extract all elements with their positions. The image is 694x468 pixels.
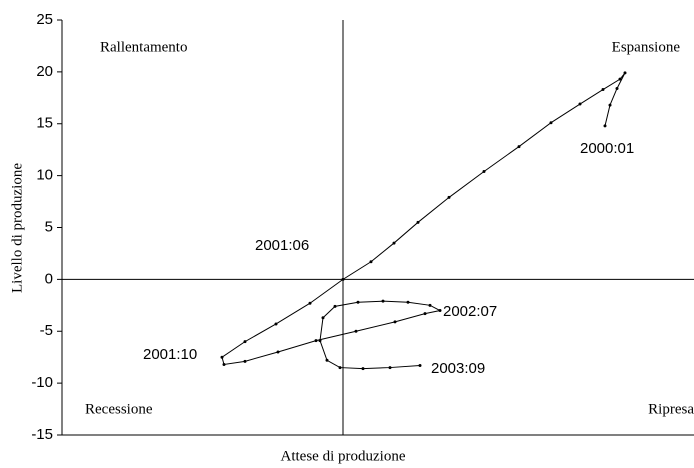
- data-point: [482, 169, 486, 173]
- data-point: [618, 77, 622, 81]
- data-point: [341, 277, 345, 281]
- annotation: Espansione: [612, 39, 681, 55]
- data-point: [369, 260, 373, 264]
- data-point: [423, 312, 427, 316]
- annotation: Recessione: [85, 401, 153, 417]
- y-tick-label: 20: [36, 63, 53, 80]
- data-point: [608, 103, 612, 107]
- data-point: [578, 102, 582, 106]
- data-point: [406, 300, 410, 304]
- data-point: [623, 71, 627, 75]
- data-point: [381, 299, 385, 303]
- data-point: [308, 301, 312, 305]
- data-point: [601, 88, 605, 92]
- data-point: [274, 322, 278, 326]
- y-tick-label: 15: [36, 115, 53, 132]
- data-point: [314, 339, 318, 343]
- data-point: [361, 367, 365, 371]
- y-tick-label: 25: [36, 11, 53, 28]
- data-point: [418, 363, 422, 367]
- annotation: 2002:07: [443, 303, 497, 320]
- data-point: [388, 366, 392, 370]
- annotation: 2001:10: [143, 346, 197, 363]
- y-tick-label: 0: [45, 270, 53, 287]
- data-point: [354, 329, 358, 333]
- data-point: [428, 303, 432, 307]
- annotation: Ripresa: [648, 401, 694, 417]
- data-point: [615, 86, 619, 90]
- data-line: [221, 72, 626, 370]
- annotation: Rallentamento: [100, 39, 187, 55]
- data-point: [325, 358, 329, 362]
- data-point: [243, 340, 247, 344]
- y-tick-label: 5: [45, 218, 53, 235]
- data-point: [447, 195, 451, 199]
- data-point: [356, 300, 360, 304]
- data-point: [603, 124, 607, 128]
- annotation: 2001:06: [255, 237, 309, 254]
- data-point: [276, 350, 280, 354]
- data-point: [416, 220, 420, 224]
- y-tick-label: -15: [31, 426, 53, 443]
- data-point: [438, 309, 442, 312]
- data-point: [222, 362, 226, 366]
- y-tick-label: -10: [31, 374, 53, 391]
- data-point: [549, 121, 553, 125]
- annotation: 2000:01: [580, 140, 634, 157]
- y-axis-label: Livello di produzione: [9, 163, 25, 293]
- data-point: [318, 339, 322, 343]
- data-point: [517, 145, 521, 149]
- data-point: [393, 320, 397, 324]
- y-tick-label: -5: [40, 322, 53, 339]
- x-axis-label: Attese di produzione: [281, 448, 406, 464]
- data-point: [243, 359, 247, 363]
- data-point: [338, 366, 342, 370]
- data-point: [220, 355, 224, 359]
- data-point: [321, 316, 325, 320]
- annotation: 2003:09: [431, 360, 485, 377]
- data-point: [333, 304, 337, 308]
- y-tick-label: 10: [36, 167, 53, 184]
- data-point: [392, 241, 396, 245]
